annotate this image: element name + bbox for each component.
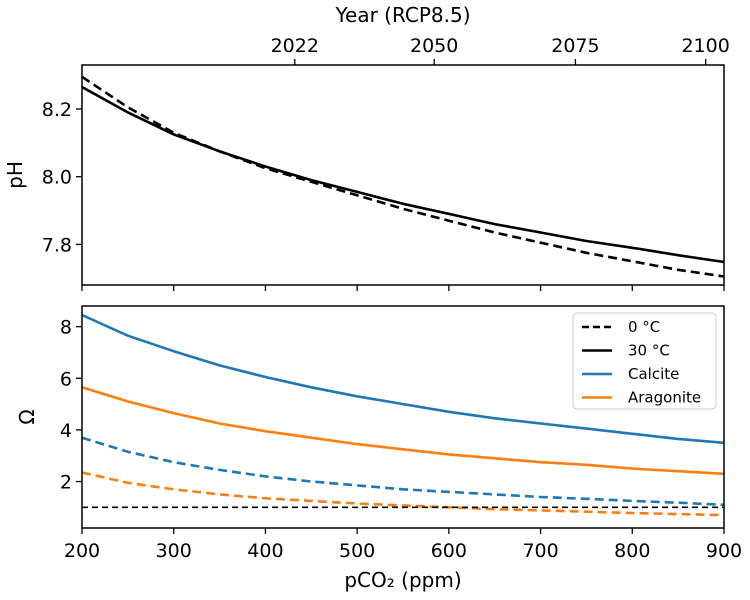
omega-x-tick-label-1: 300	[156, 540, 192, 562]
ph-panel-frame	[81, 64, 725, 286]
ph-y-tick-label-0: 7.8	[42, 234, 72, 256]
omega-panel-frame	[81, 305, 725, 529]
omega-y-ticks: 2 4 6 8	[60, 317, 82, 494]
legend-label-3: Aragonite	[628, 389, 701, 407]
omega-x-tick-label-5: 700	[522, 540, 558, 562]
legend-label-0: 0 °C	[628, 318, 660, 336]
year-tick-label-0: 2022	[271, 35, 319, 57]
omega-series-line-3	[81, 471, 725, 517]
omega-x-tick-label-0: 200	[64, 540, 100, 562]
omega-series-line-1	[81, 386, 725, 476]
ph-y-tick-label-1: 8.0	[42, 167, 72, 189]
omega-x-ticks: 200 300 400 500 600 700 800 900	[64, 528, 742, 562]
omega-x-tick-label-7: 900	[706, 540, 742, 562]
omega-x-tick-label-4: 600	[431, 540, 467, 562]
omega-y-tick-label-2: 6	[60, 368, 72, 390]
year-tick-label-1: 2050	[410, 35, 458, 57]
ph-x-ticks	[81, 285, 725, 291]
omega-y-axis-label: Ω	[15, 409, 39, 424]
legend-label-1: 30 °C	[628, 342, 670, 360]
omega-panel: 2 4 6 8 200 300 400 500 600 700 800 900 Ω pCO₂ (pp…	[15, 305, 742, 592]
omega-y-tick-label-1: 4	[60, 420, 72, 442]
ph-panel: 7.8 8.0 8.2 2022 2050 2075 2100 Year (RCP8.5)…	[3, 3, 730, 291]
year-axis-label: Year (RCP8.5)	[334, 3, 470, 27]
omega-series-line-0	[81, 313, 725, 445]
ph-series-line-1	[81, 85, 725, 264]
omega-y-tick-label-0: 2	[60, 472, 72, 494]
ph-y-tick-label-2: 8.2	[42, 99, 72, 121]
omega-series-group	[81, 313, 725, 517]
omega-x-tick-label-2: 400	[247, 540, 283, 562]
omega-y-tick-label-3: 8	[60, 317, 72, 339]
legend-label-2: Calcite	[628, 365, 679, 383]
omega-x-tick-label-3: 500	[339, 540, 375, 562]
legend: 0 °C 30 °C Calcite Aragonite	[572, 312, 717, 410]
year-tick-label-3: 2100	[681, 35, 729, 57]
legend-box	[572, 312, 717, 410]
omega-x-tick-label-6: 800	[614, 540, 650, 562]
year-tick-label-2: 2075	[551, 35, 599, 57]
ph-series-group	[81, 75, 725, 278]
ph-y-ticks: 7.8 8.0 8.2	[42, 99, 82, 256]
ph-y-axis-label: pH	[3, 161, 27, 189]
omega-series-line-2	[81, 436, 725, 507]
x-axis-label: pCO₂ (ppm)	[344, 568, 461, 592]
year-axis: 2022 2050 2075 2100	[271, 35, 730, 65]
